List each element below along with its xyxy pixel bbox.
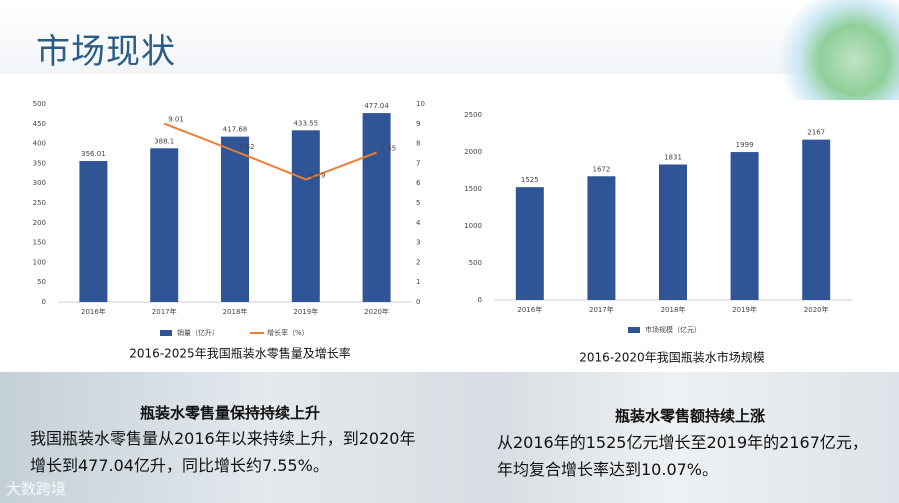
y-tick-label: 250	[33, 199, 46, 207]
block-heading: 瓶装水零售额持续上涨	[614, 407, 765, 425]
x-tick-label: 2016年	[517, 305, 542, 314]
line	[163, 122, 377, 181]
y-tick-label: 2000	[464, 148, 482, 156]
y2-tick-label: 4	[416, 219, 421, 227]
legend-label: 市场规模（亿元）	[645, 325, 701, 334]
data-label: 388.1	[154, 137, 174, 145]
charts: 0501001502002503003504004505000123456789…	[33, 100, 852, 365]
y2-tick-label: 6	[416, 179, 421, 187]
y-tick-label: 0	[42, 298, 46, 306]
y-tick-label: 500	[33, 100, 46, 108]
y-tick-label: 450	[33, 120, 46, 128]
data-label: 7.62	[239, 143, 255, 151]
chart-title: 2016-2025年我国瓶装水零售量及增长率	[129, 346, 350, 361]
x-tick-label: 2020年	[364, 307, 389, 316]
x-tick-label: 2018年	[661, 305, 686, 314]
bar	[221, 136, 249, 302]
data-label: 7.55	[381, 145, 397, 153]
y-tick-label: 400	[33, 140, 46, 148]
legend-label: 销量（亿升）	[177, 328, 219, 337]
block-heading: 瓶装水零售量保持持续上升	[139, 404, 320, 422]
x-tick-label: 2020年	[804, 305, 829, 314]
y-tick-label: 1000	[464, 222, 482, 230]
legend-label: 增长率（%）	[267, 328, 309, 337]
data-label: 477.04	[364, 102, 389, 110]
y-tick-label: 0	[478, 296, 482, 304]
y-tick-label: 350	[33, 159, 46, 167]
y2-tick-label: 8	[416, 140, 420, 148]
data-label: 356.01	[81, 150, 106, 158]
block-text: 我国瓶装水零售量从2016年以来持续上升，到2020年增长到477.04亿升，同…	[30, 429, 416, 475]
y2-tick-label: 1	[416, 278, 420, 286]
x-tick-label: 2016年	[81, 307, 106, 316]
y2-tick-label: 3	[416, 239, 420, 247]
decoration	[749, 0, 899, 100]
data-label: 2167	[807, 129, 825, 137]
data-label: 6.19	[310, 171, 326, 179]
bar	[802, 139, 831, 300]
bar	[730, 152, 759, 300]
block-text: 从2016年的1525亿元增长至2019年的2167亿元，年均复合增长率达到10…	[497, 433, 868, 479]
data-label: 433.55	[294, 119, 319, 127]
data-label: 9.01	[168, 116, 184, 124]
y-tick-label: 50	[37, 278, 46, 286]
y2-tick-label: 2	[416, 258, 420, 266]
bar	[291, 130, 320, 302]
y2-tick-label: 10	[416, 100, 425, 108]
background-image	[0, 372, 899, 503]
legend-swatch	[628, 327, 640, 333]
y-tick-label: 100	[33, 258, 46, 266]
y-tick-label: 200	[33, 219, 46, 227]
watermark: 大数跨境	[6, 480, 67, 498]
x-tick-label: 2019年	[293, 307, 318, 316]
data-label: 1999	[736, 141, 754, 149]
y-tick-label: 2500	[464, 111, 482, 119]
bar	[79, 161, 108, 302]
x-tick-label: 2018年	[223, 307, 248, 316]
bar	[515, 187, 544, 300]
bar	[659, 164, 687, 300]
bar	[587, 176, 616, 300]
bar	[150, 148, 179, 302]
y-tick-label: 150	[33, 239, 46, 247]
y2-tick-label: 0	[416, 298, 420, 306]
y-tick-label: 1500	[464, 185, 482, 193]
x-tick-label: 2017年	[589, 305, 614, 314]
legend-swatch	[160, 330, 172, 336]
data-label: 417.68	[223, 126, 248, 134]
slide-title: 市场现状	[36, 32, 176, 72]
data-label: 1525	[521, 176, 539, 184]
y-tick-label: 300	[33, 179, 46, 187]
y-tick-label: 500	[469, 259, 482, 267]
y2-tick-label: 5	[416, 199, 420, 207]
y2-tick-label: 7	[416, 159, 420, 167]
bar	[362, 113, 391, 302]
data-label: 1672	[592, 165, 610, 173]
data-label: 1831	[664, 154, 682, 162]
y2-tick-label: 9	[416, 120, 420, 128]
x-tick-label: 2017年	[152, 307, 177, 316]
x-tick-label: 2019年	[732, 305, 757, 314]
chart-title: 2016-2020年我国瓶装水市场规模	[579, 350, 764, 365]
